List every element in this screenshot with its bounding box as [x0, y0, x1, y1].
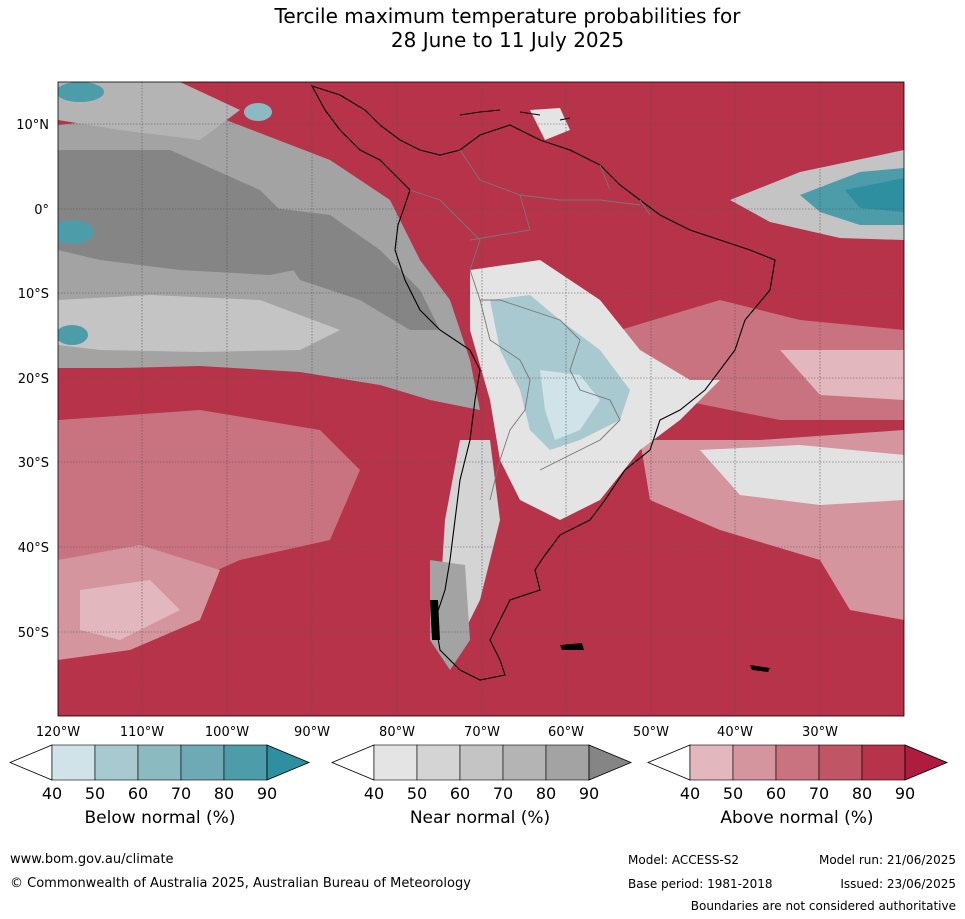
colorbar-tick-label: 70: [171, 784, 191, 803]
colorbar-right-extend: [266, 744, 311, 781]
lon-label-80w: 80°W: [379, 725, 415, 740]
legend-title-below-normal: Below normal (%): [84, 808, 236, 828]
colorbar-tick-label: 40: [364, 784, 384, 803]
lon-label-40w: 40°W: [717, 725, 753, 740]
colorbar-right-extend: [904, 744, 949, 781]
colorbar-1: 40 50 60 70 80 90: [330, 744, 633, 803]
model-text: Model: ACCESS-S2: [628, 853, 740, 867]
colorbar-segment: [861, 744, 906, 781]
lon-label-60w: 60°W: [548, 725, 584, 740]
colorbar-tick-label: 50: [85, 784, 105, 803]
colorbar-tick-label: 60: [450, 784, 470, 803]
colorbar-segment: [223, 744, 268, 781]
colorbar-2: 40 50 60 70 80 90: [646, 744, 949, 803]
colorbar-tick-label: 50: [407, 784, 427, 803]
colorbar-0: 40 50 60 70 80 90: [8, 744, 311, 803]
colorbar-tick-label: 50: [723, 784, 743, 803]
colorbar-tick-label: 40: [42, 784, 62, 803]
colorbar-segment: [732, 744, 777, 781]
lon-label-70w: 70°W: [464, 725, 500, 740]
lat-label-10s: 10°S: [18, 287, 49, 302]
colorbar-tick-label: 40: [680, 784, 700, 803]
graticule: [58, 82, 904, 716]
colorbar-segment: [137, 744, 182, 781]
colorbar-segment: [180, 744, 225, 781]
colorbar-left-extend: [646, 744, 691, 781]
colorbar-tick-label: 90: [895, 784, 915, 803]
copyright-text: © Commonwealth of Australia 2025, Austra…: [10, 876, 471, 891]
country-borders: [409, 149, 651, 501]
colorbar-tick-label: 70: [493, 784, 513, 803]
title-line-2: 28 June to 11 July 2025: [390, 28, 625, 52]
lon-label-50w: 50°W: [633, 725, 669, 740]
disclaimer-text: Boundaries are not considered authoritat…: [690, 899, 956, 913]
colorbar-segment: [94, 744, 139, 781]
colorbar-segment: [545, 744, 590, 781]
colorbar-tick-label: 90: [579, 784, 599, 803]
colorbar-tick-label: 80: [536, 784, 556, 803]
lat-label-30s: 30°S: [18, 456, 49, 471]
website-link[interactable]: www.bom.gov.au/climate: [10, 852, 174, 867]
model-run-text: Model run: 21/06/2025: [818, 853, 956, 867]
near-normal-dark-region: [58, 150, 320, 275]
lat-label-10n: 10°N: [16, 118, 49, 133]
colorbar-tick-label: 70: [809, 784, 829, 803]
map-title: Tercile maximum temperature probabilitie…: [0, 4, 965, 52]
colorbar-tick-label: 80: [852, 784, 872, 803]
below-normal-patch-west: [58, 220, 94, 244]
colorbar-tick-label: 80: [214, 784, 234, 803]
colorbar-segment: [373, 744, 418, 781]
colorbar-segment: [459, 744, 504, 781]
lon-label-120w: 120°W: [36, 725, 80, 740]
colorbar-segment: [689, 744, 734, 781]
colorbar-segment: [416, 744, 461, 781]
colorbar-left-extend: [8, 744, 53, 781]
lon-label-100w: 100°W: [205, 725, 249, 740]
lon-label-110w: 110°W: [120, 725, 164, 740]
issued-text: Issued: 23/06/2025: [840, 877, 956, 891]
colorbar-tick-label: 60: [766, 784, 786, 803]
lon-label-30w: 30°W: [802, 725, 838, 740]
lat-label-40s: 40°S: [18, 541, 49, 556]
legend-title-above-normal: Above normal (%): [720, 808, 874, 828]
south-america-coastline: [310, 85, 776, 681]
legend-title-near-normal: Near normal (%): [409, 808, 551, 828]
colorbar-segment: [818, 744, 863, 781]
base-period-text: Base period: 1981-2018: [628, 877, 773, 891]
lat-label-0: 0°: [34, 203, 49, 218]
colorbar-right-extend: [588, 744, 633, 781]
colorbar-tick-label: 90: [257, 784, 277, 803]
lon-label-90w: 90°W: [294, 725, 330, 740]
colorbar-left-extend: [330, 744, 375, 781]
colorbar-tick-label: 60: [128, 784, 148, 803]
colorbar-segment: [775, 744, 820, 781]
lat-label-20s: 20°S: [18, 372, 49, 387]
title-line-1: Tercile maximum temperature probabilitie…: [274, 4, 741, 28]
lat-label-50s: 50°S: [18, 626, 49, 641]
colorbar-segment: [51, 744, 96, 781]
forecast-map[interactable]: 10°N 0° 10°S 20°S 30°S 40°S 50°S 120°W 1…: [0, 0, 965, 740]
colorbar-segment: [502, 744, 547, 781]
